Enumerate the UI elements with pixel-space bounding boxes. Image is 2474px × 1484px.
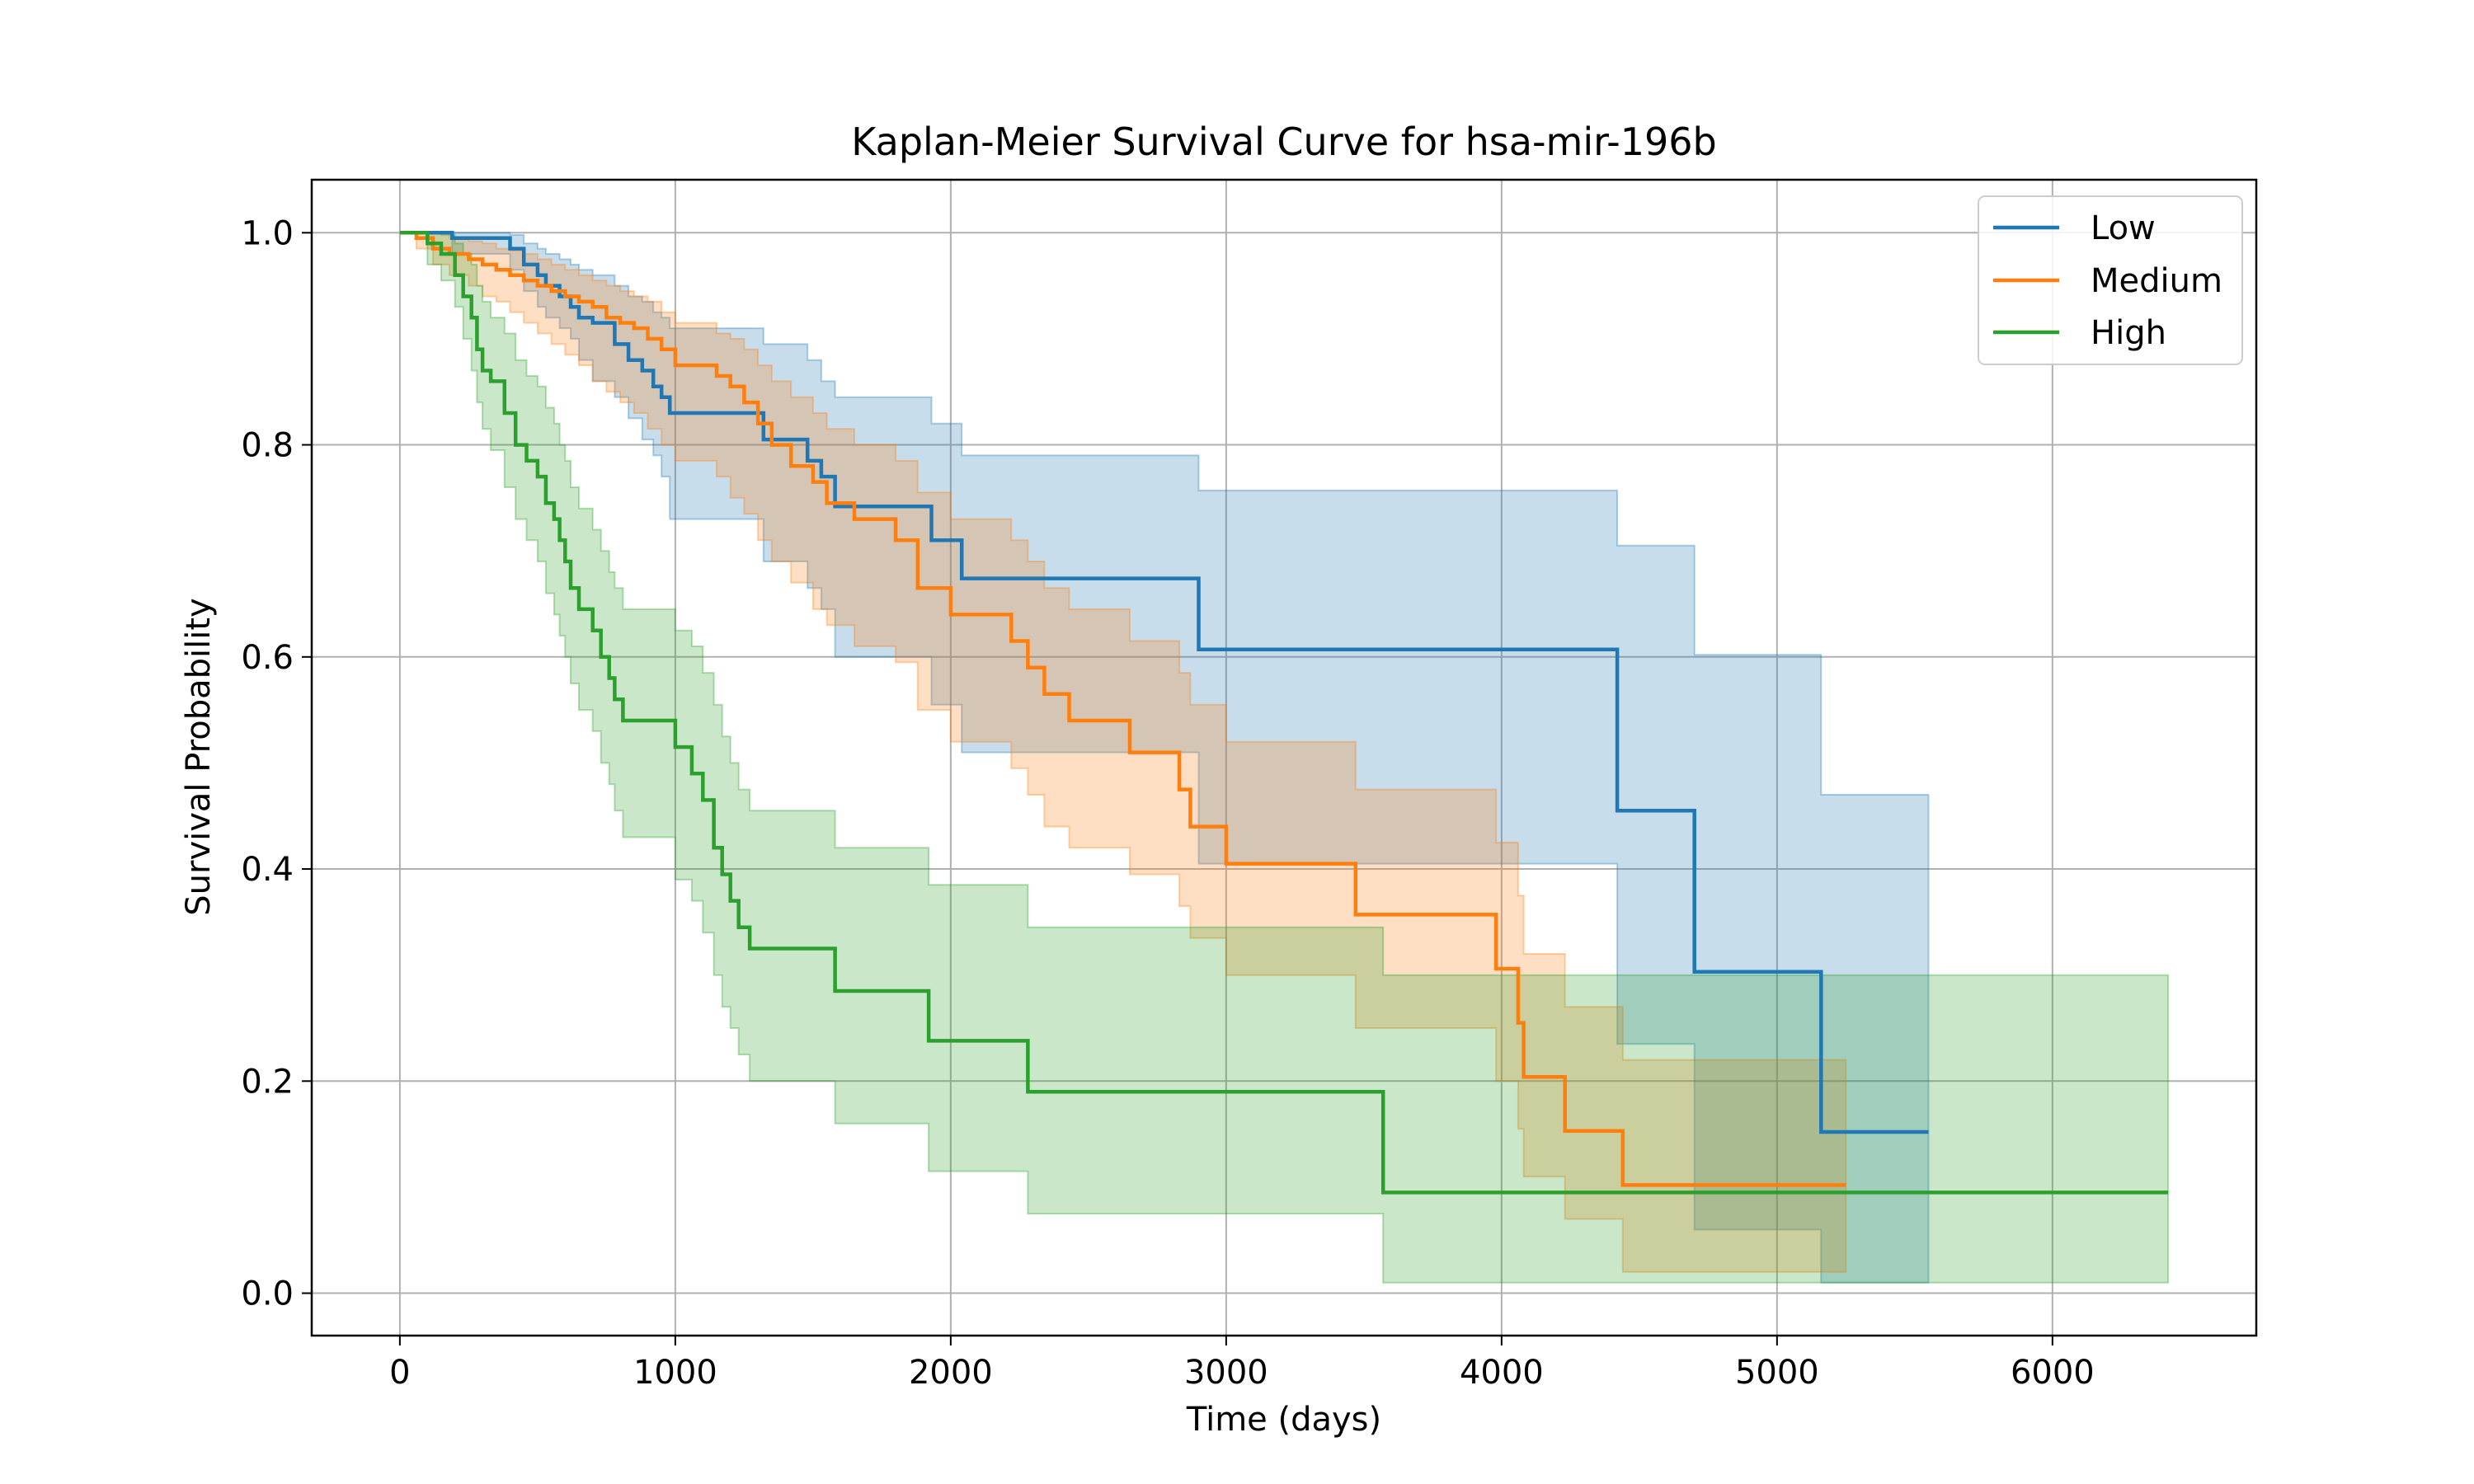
x-tick-label: 0 [389, 1354, 410, 1392]
y-tick-label: 0.0 [241, 1275, 294, 1313]
x-tick-label: 4000 [1460, 1354, 1544, 1392]
survival-curves [399, 231, 2169, 1195]
legend-entry-medium: Medium [1993, 262, 2222, 300]
survival-curve-medium [399, 231, 1846, 1187]
legend-label-low: Low [2091, 209, 2156, 247]
legend-entry-low: Low [1993, 209, 2156, 247]
grid [312, 180, 2256, 1336]
x-tick-label: 2000 [909, 1354, 993, 1392]
y-tick-label: 0.6 [241, 639, 294, 677]
legend-label-medium: Medium [2091, 262, 2222, 300]
x-tick-label: 5000 [1735, 1354, 1819, 1392]
chart-title: Kaplan-Meier Survival Curve for hsa-mir-… [851, 120, 1716, 164]
y-axis-label: Survival Probability [180, 598, 218, 915]
legend-box [1978, 195, 2243, 365]
survival-curve-low [399, 231, 1929, 1134]
confidence-bands [399, 232, 2170, 1284]
y-tick-label: 0.8 [241, 427, 294, 465]
y-tick-label: 1.0 [241, 214, 294, 252]
y-axis-ticks: 0.0 0.2 0.4 0.6 0.8 1.0 [241, 214, 312, 1313]
x-tick-label: 3000 [1184, 1354, 1268, 1392]
plot-area-frame [310, 178, 2258, 1337]
y-tick-label: 0.4 [241, 851, 294, 889]
legend-label-high: High [2091, 314, 2166, 352]
x-tick-label: 1000 [633, 1354, 717, 1392]
confidence-band-low [399, 232, 1930, 1284]
survival-curve-high [399, 231, 2169, 1195]
confidence-band-medium [399, 232, 1847, 1273]
confidence-band-high [399, 232, 2170, 1284]
x-axis-ticks: 0 1000 2000 3000 4000 5000 6000 [389, 1336, 2095, 1392]
x-axis-label: Time (days) [1186, 1401, 1381, 1439]
y-tick-label: 0.2 [241, 1063, 294, 1101]
x-tick-label: 6000 [2011, 1354, 2095, 1392]
legend-entry-high: High [1993, 314, 2166, 352]
legend: Low Medium High [1978, 195, 2243, 365]
